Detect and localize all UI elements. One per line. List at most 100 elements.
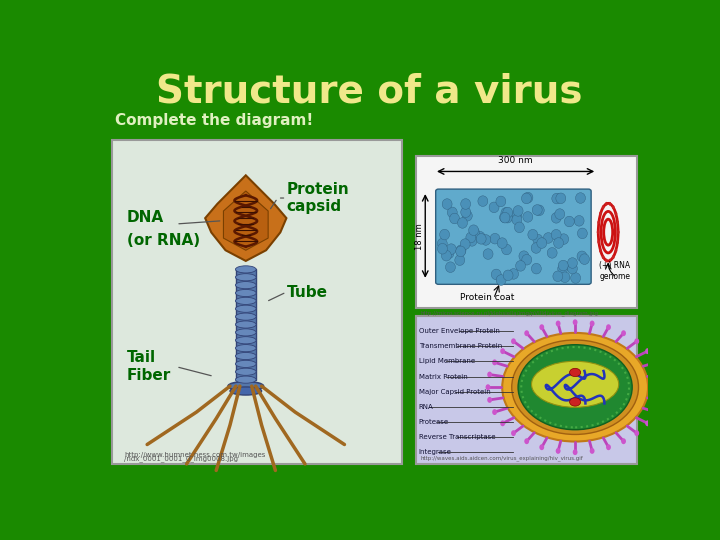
Text: http://waves.aids.aidcen.com/virus_explaining/hiv_virus.gif: http://waves.aids.aidcen.com/virus_expla… xyxy=(420,455,584,461)
Ellipse shape xyxy=(599,212,602,215)
Ellipse shape xyxy=(235,266,256,273)
Ellipse shape xyxy=(608,202,611,206)
Ellipse shape xyxy=(487,372,492,377)
Ellipse shape xyxy=(503,270,513,281)
Circle shape xyxy=(512,340,639,435)
Ellipse shape xyxy=(634,339,639,344)
Ellipse shape xyxy=(483,249,493,259)
Text: Tail
Fiber: Tail Fiber xyxy=(127,350,171,383)
Ellipse shape xyxy=(552,193,562,204)
Ellipse shape xyxy=(491,269,501,280)
Ellipse shape xyxy=(512,214,522,225)
Ellipse shape xyxy=(617,230,620,234)
Circle shape xyxy=(570,398,580,406)
Text: Protease: Protease xyxy=(418,419,449,425)
Ellipse shape xyxy=(460,239,470,249)
Ellipse shape xyxy=(612,205,615,209)
Ellipse shape xyxy=(230,387,261,395)
Ellipse shape xyxy=(533,234,543,245)
Text: 18 nm: 18 nm xyxy=(415,224,424,250)
Ellipse shape xyxy=(437,238,447,249)
Ellipse shape xyxy=(446,244,456,254)
Ellipse shape xyxy=(503,207,513,218)
Ellipse shape xyxy=(524,438,529,444)
Ellipse shape xyxy=(577,251,587,262)
Ellipse shape xyxy=(500,212,510,222)
Ellipse shape xyxy=(449,213,459,224)
Ellipse shape xyxy=(598,240,600,244)
Ellipse shape xyxy=(235,329,256,336)
Ellipse shape xyxy=(580,254,590,265)
Ellipse shape xyxy=(621,438,626,444)
Text: Reverse Transcriptase: Reverse Transcriptase xyxy=(418,434,495,440)
Ellipse shape xyxy=(501,207,511,218)
Ellipse shape xyxy=(228,382,264,390)
Ellipse shape xyxy=(514,222,524,233)
Ellipse shape xyxy=(612,255,615,259)
Ellipse shape xyxy=(615,212,617,215)
Ellipse shape xyxy=(519,251,529,261)
Text: /ndx_0001_0001_0_img0008.jpg: /ndx_0001_0001_0_img0008.jpg xyxy=(124,455,238,462)
Ellipse shape xyxy=(658,397,663,403)
Ellipse shape xyxy=(558,264,567,274)
Ellipse shape xyxy=(621,330,626,336)
Ellipse shape xyxy=(492,409,497,415)
Ellipse shape xyxy=(456,245,466,255)
Text: Lipid Membrane: Lipid Membrane xyxy=(418,359,474,364)
Text: Tube: Tube xyxy=(287,285,328,300)
Ellipse shape xyxy=(553,271,563,281)
Text: Protein coat: Protein coat xyxy=(460,293,514,302)
FancyBboxPatch shape xyxy=(112,140,402,464)
Text: Outer Envelope Protein: Outer Envelope Protein xyxy=(418,328,500,334)
Ellipse shape xyxy=(634,430,639,436)
Bar xyxy=(236,269,256,380)
Ellipse shape xyxy=(645,420,650,426)
Ellipse shape xyxy=(559,234,569,245)
Ellipse shape xyxy=(653,409,658,415)
Ellipse shape xyxy=(521,193,531,204)
Ellipse shape xyxy=(523,212,533,222)
Ellipse shape xyxy=(539,444,544,450)
Ellipse shape xyxy=(556,193,566,204)
Text: 300 nm: 300 nm xyxy=(498,157,533,165)
Circle shape xyxy=(503,333,648,442)
Ellipse shape xyxy=(577,228,588,239)
Ellipse shape xyxy=(235,289,256,296)
Ellipse shape xyxy=(512,210,522,220)
Ellipse shape xyxy=(492,360,497,365)
Ellipse shape xyxy=(511,339,516,344)
Text: RNA: RNA xyxy=(418,404,433,410)
Ellipse shape xyxy=(605,259,608,262)
Ellipse shape xyxy=(511,430,516,436)
Text: Matrix Protein: Matrix Protein xyxy=(418,374,467,380)
Ellipse shape xyxy=(467,235,477,246)
Ellipse shape xyxy=(235,321,256,328)
Polygon shape xyxy=(205,176,287,261)
Ellipse shape xyxy=(235,305,256,312)
Ellipse shape xyxy=(469,227,480,238)
Ellipse shape xyxy=(605,202,608,206)
Ellipse shape xyxy=(598,220,600,224)
Ellipse shape xyxy=(462,211,472,221)
Text: Transmembrane Protein: Transmembrane Protein xyxy=(418,343,502,349)
Text: DNA: DNA xyxy=(127,210,164,225)
Ellipse shape xyxy=(599,249,602,253)
Ellipse shape xyxy=(597,230,599,234)
Ellipse shape xyxy=(441,251,451,261)
Ellipse shape xyxy=(572,319,577,325)
Ellipse shape xyxy=(602,205,604,209)
Ellipse shape xyxy=(532,205,542,215)
Ellipse shape xyxy=(457,218,467,228)
Ellipse shape xyxy=(606,324,611,330)
Ellipse shape xyxy=(235,281,256,289)
Text: http://www.humnet.ness.com.tw/images: http://www.humnet.ness.com.tw/images xyxy=(124,452,265,458)
Ellipse shape xyxy=(500,348,505,354)
Ellipse shape xyxy=(235,368,256,375)
Ellipse shape xyxy=(490,233,500,244)
Ellipse shape xyxy=(602,255,604,259)
Ellipse shape xyxy=(531,242,541,253)
Text: (or RNA): (or RNA) xyxy=(127,233,200,248)
Ellipse shape xyxy=(498,238,507,248)
Ellipse shape xyxy=(496,275,506,285)
Ellipse shape xyxy=(500,212,510,223)
